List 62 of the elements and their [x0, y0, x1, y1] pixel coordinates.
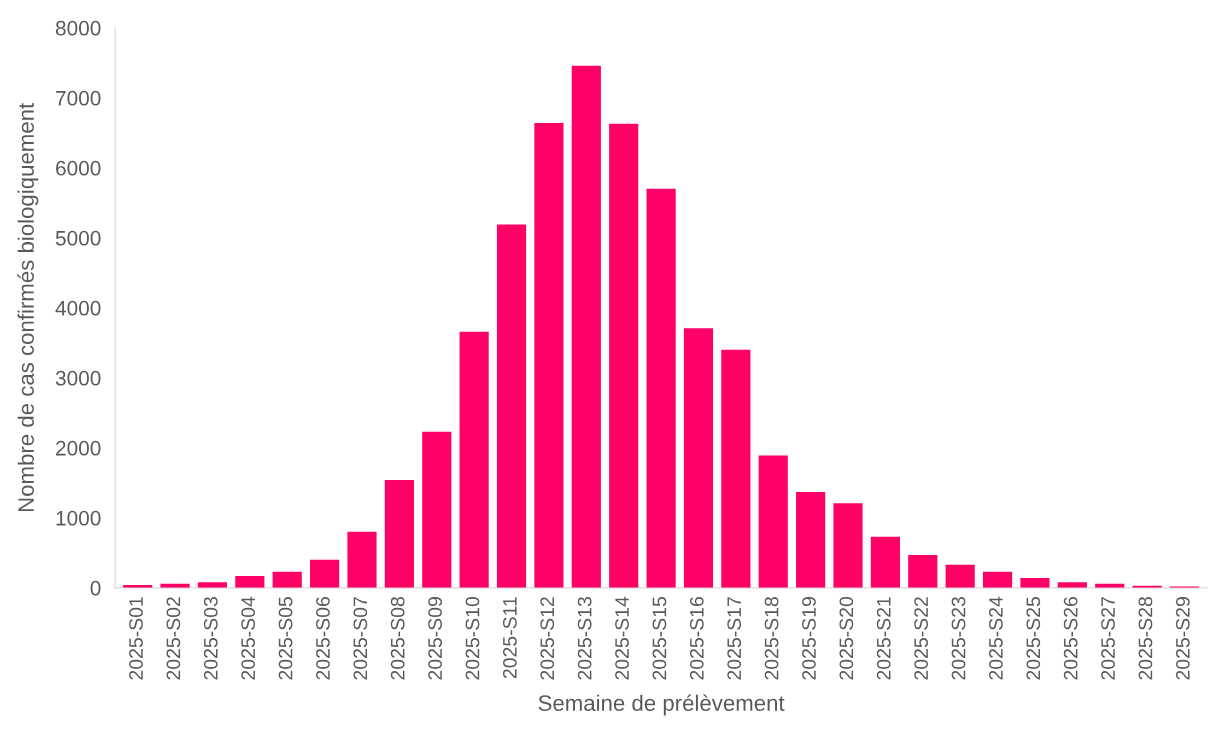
bar [982, 571, 1013, 588]
y-tick-label: 1000 [56, 510, 101, 526]
y-tick-label: 0 [90, 580, 101, 596]
x-tick-label: 2025-S14 [615, 596, 629, 680]
bar [1020, 578, 1050, 588]
bar [721, 349, 751, 588]
x-tick-label: 2025-S10 [465, 596, 480, 680]
x-tick-label: 2025-S23 [951, 597, 966, 680]
y-tick-label: 3000 [55, 370, 101, 386]
x-tick-label: 2025-S02 [166, 597, 181, 680]
bar [908, 554, 938, 588]
y-tick-label: 5000 [55, 230, 101, 246]
x-tick-label: 2025-S01 [129, 597, 143, 680]
bar [609, 123, 639, 588]
bar [945, 564, 975, 588]
x-tick-label: 2025-S13 [577, 597, 592, 680]
y-tick-label: 6000 [56, 160, 101, 176]
x-tick-label: 2025-S04 [241, 596, 256, 680]
x-tick-label: 2025-S20 [839, 596, 854, 680]
x-tick-label: 2025-S06 [316, 597, 330, 680]
x-tick-label: 2025-S26 [1063, 597, 1078, 680]
x-tick-label: 2025-S11 [502, 597, 517, 679]
x-tick-label: 2025-S28 [1138, 597, 1153, 680]
y-tick-label: 4000 [55, 300, 101, 316]
x-tick-label: 2025-S18 [764, 597, 779, 680]
x-tick-label: 2025-S24 [989, 596, 1003, 680]
x-tick-label: 2025-S27 [1101, 597, 1115, 680]
x-tick-label: 2025-S05 [278, 597, 293, 680]
x-tick-label: 2025-S29 [1175, 597, 1190, 680]
bar [384, 480, 414, 588]
x-tick-label: 2025-S16 [689, 597, 704, 680]
y-tick-label: 8000 [55, 20, 101, 36]
x-tick-label: 2025-S12 [540, 597, 555, 680]
bar [459, 331, 489, 588]
x-tick-label: 2025-S21 [876, 597, 891, 680]
x-tick-label: 2025-S25 [1026, 597, 1041, 680]
x-axis-title: Semaine de prélèvement [538, 694, 785, 716]
x-tick-label: 2025-S07 [353, 597, 368, 680]
y-axis-title: Nombre de cas confirmés biologiquement [17, 102, 39, 512]
bar [422, 431, 452, 588]
x-tick-label: 2025-S15 [652, 597, 667, 680]
bar [683, 328, 714, 588]
bar [272, 571, 302, 588]
x-tick-label: 2025-S03 [203, 597, 218, 680]
bar [534, 123, 564, 588]
x-tick-label: 2025-S19 [802, 597, 816, 680]
x-tick-label: 2025-S17 [727, 597, 742, 680]
y-tick-label: 2000 [56, 440, 101, 456]
x-tick-label: 2025-S09 [428, 597, 442, 680]
bar [310, 559, 340, 588]
bar [833, 503, 863, 588]
bar [496, 224, 527, 588]
bar [796, 491, 826, 588]
bar [571, 65, 601, 588]
bar [758, 455, 788, 588]
y-tick-label: 7000 [56, 90, 101, 106]
bar [646, 188, 676, 588]
x-tick-label: 2025-S22 [914, 597, 929, 680]
x-tick-label: 2025-S08 [390, 597, 405, 680]
bar [235, 575, 265, 588]
bar [870, 536, 900, 588]
bar [347, 531, 377, 588]
